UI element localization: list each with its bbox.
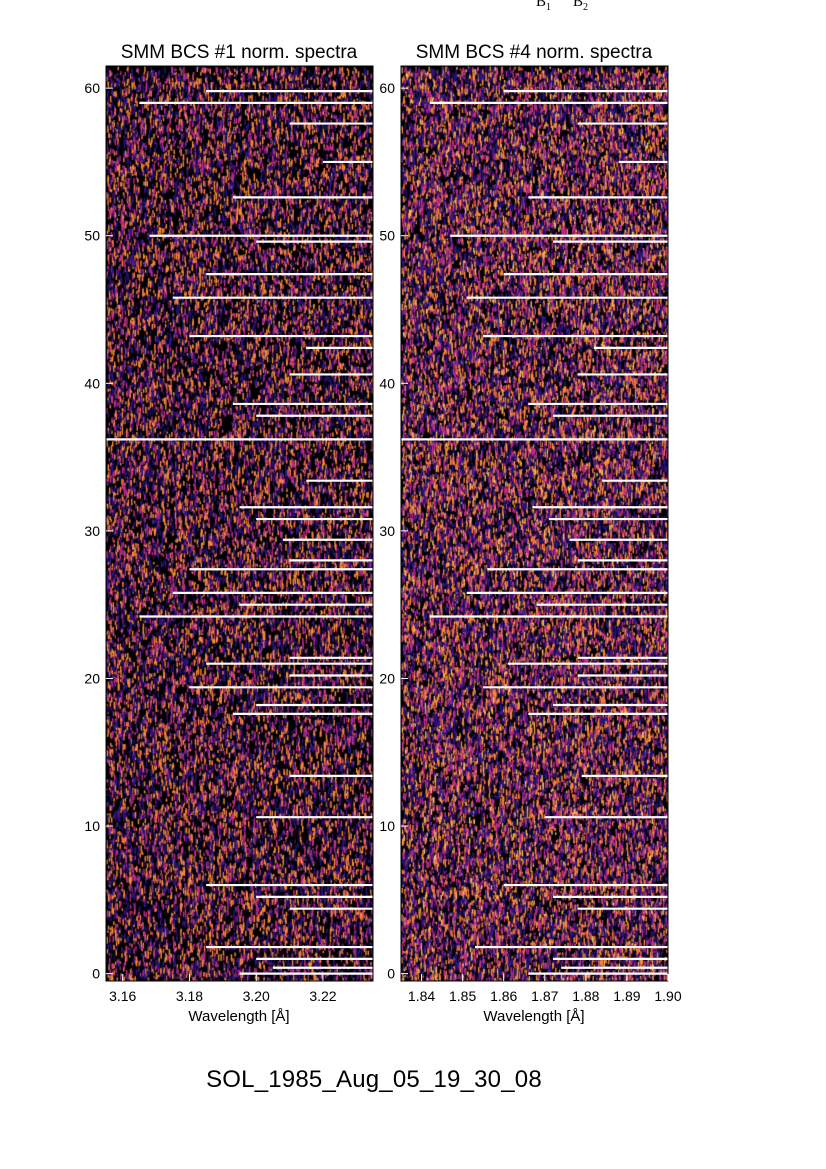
spectra-figure: SMM BCS #1 norm. spectra Wavelength [Å] … bbox=[84, 42, 681, 1025]
bcs1-y-tick-label: 0 bbox=[92, 966, 100, 982]
bcs4-panel-title: SMM BCS #4 norm. spectra bbox=[416, 42, 653, 63]
bcs1-spectra-panel: SMM BCS #1 norm. spectra Wavelength [Å] … bbox=[84, 42, 374, 1025]
bcs4-x-tick-label: 1.85 bbox=[449, 988, 476, 1004]
bcs4-x-tick-label: 1.90 bbox=[654, 988, 681, 1004]
bcs1-x-axis-label: Wavelength [Å] bbox=[188, 1008, 289, 1025]
bcs4-x-axis-label: Wavelength [Å] bbox=[483, 1008, 584, 1025]
bcs1-x-tick-label: 3.18 bbox=[176, 988, 203, 1004]
bcs4-y-tick-label: 40 bbox=[379, 375, 395, 391]
bcs1-x-tick-label: 3.22 bbox=[309, 988, 336, 1004]
bcs1-y-tick-label: 10 bbox=[84, 818, 100, 834]
bcs4-y-tick-label: 0 bbox=[387, 966, 395, 982]
bcs4-plot-frame bbox=[400, 65, 669, 982]
bcs4-y-tick-label: 10 bbox=[379, 818, 395, 834]
bcs1-x-tick-label: 3.16 bbox=[109, 988, 136, 1004]
bcs4-y-tick-label: 20 bbox=[379, 670, 395, 686]
bcs1-heatmap-raster bbox=[106, 66, 373, 981]
bcs1-y-tick-label: 40 bbox=[84, 375, 100, 391]
bcs1-y-tick-label: 50 bbox=[84, 228, 100, 244]
bcs4-spectra-panel: SMM BCS #4 norm. spectra Wavelength [Å] … bbox=[379, 42, 681, 1025]
event-id-title: SOL_1985_Aug_05_19_30_08 bbox=[0, 1066, 826, 1094]
bcs4-y-tick-label: 60 bbox=[379, 80, 395, 96]
bcs1-y-tick-label: 20 bbox=[84, 670, 100, 686]
bcs1-plot-frame bbox=[105, 65, 374, 982]
bcs1-panel-title: SMM BCS #1 norm. spectra bbox=[121, 42, 358, 63]
b2-label: B2 bbox=[573, 0, 589, 13]
bcs4-heatmap-raster bbox=[401, 66, 668, 981]
bcs4-y-tick-label: 50 bbox=[379, 228, 395, 244]
bcs4-y-tick-label: 30 bbox=[379, 523, 395, 539]
b1-label: B1 bbox=[536, 0, 552, 13]
bcs4-x-tick-label: 1.89 bbox=[613, 988, 640, 1004]
bcs4-x-tick-label: 1.86 bbox=[490, 988, 517, 1004]
bcs4-x-tick-label: 1.87 bbox=[531, 988, 558, 1004]
bcs1-y-tick-label: 30 bbox=[84, 523, 100, 539]
bcs1-y-tick-label: 60 bbox=[84, 80, 100, 96]
bcs4-x-tick-label: 1.84 bbox=[408, 988, 435, 1004]
event-id-text: SOL_1985_Aug_05_19_30_08 bbox=[206, 1066, 542, 1093]
bcs4-x-tick-label: 1.88 bbox=[572, 988, 599, 1004]
bcs1-x-tick-label: 3.20 bbox=[243, 988, 270, 1004]
